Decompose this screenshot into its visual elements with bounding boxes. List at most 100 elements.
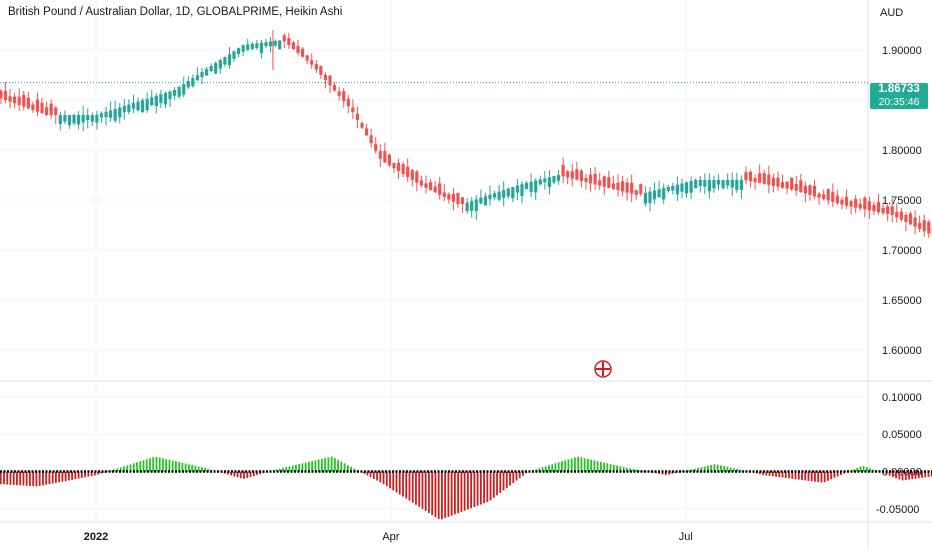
histogram-bar (464, 472, 466, 511)
candle (232, 51, 235, 59)
histogram-bar (182, 463, 184, 472)
histogram-bar (396, 472, 398, 493)
candle (228, 54, 231, 65)
candle (909, 213, 912, 224)
candle (795, 184, 798, 191)
candle (772, 178, 775, 186)
candle (443, 193, 446, 198)
histogram-bar (467, 472, 469, 510)
candle (607, 177, 610, 188)
candle (338, 91, 341, 95)
candle (635, 190, 638, 195)
candle (342, 91, 345, 101)
histogram-bar (3, 472, 5, 485)
candle (370, 135, 373, 143)
osc-y-tick-label: 0.10000 (882, 392, 922, 404)
y-tick-label: 1.70000 (882, 245, 922, 257)
candle (735, 180, 738, 190)
candle (493, 193, 496, 197)
candle (616, 183, 619, 191)
candle (383, 151, 386, 162)
candle (543, 178, 546, 182)
candle (831, 192, 834, 202)
histogram-bar (172, 461, 174, 472)
candle (328, 76, 331, 86)
candle (726, 180, 729, 185)
y-tick-label: 1.60000 (882, 345, 922, 357)
histogram-bar (29, 472, 31, 486)
candle (722, 180, 725, 188)
candle (799, 180, 802, 192)
candle (575, 169, 578, 180)
candle (420, 180, 423, 185)
histogram-bar (13, 472, 15, 485)
candle (886, 206, 889, 214)
candle (182, 84, 185, 94)
candle (132, 103, 135, 109)
histogram-bar (39, 472, 41, 486)
histogram-bar (402, 472, 404, 497)
candle (754, 178, 757, 182)
candle (502, 190, 505, 198)
candle (264, 42, 267, 46)
candle (150, 97, 153, 105)
candle (429, 182, 432, 190)
candle (164, 93, 167, 104)
candle (845, 197, 848, 206)
candle (397, 163, 400, 171)
candle (708, 180, 711, 191)
candle (415, 171, 418, 182)
osc-y-tick-label: 0.05000 (882, 429, 922, 441)
candle (648, 192, 651, 203)
candle (315, 64, 318, 70)
candle (296, 46, 299, 53)
histogram-bar (684, 471, 686, 472)
histogram-bar (285, 467, 287, 472)
candle (205, 69, 208, 75)
candle (584, 178, 587, 182)
candle (868, 201, 871, 210)
histogram-bar (470, 472, 472, 509)
candle (594, 174, 597, 185)
candle (219, 60, 222, 68)
candle (214, 63, 217, 73)
candle (168, 91, 171, 99)
candle (475, 199, 478, 211)
candle (557, 175, 560, 181)
candle (589, 175, 592, 184)
histogram-bar (412, 472, 414, 503)
histogram-bar (571, 458, 573, 471)
candle (146, 99, 149, 110)
histogram-bar (574, 457, 576, 471)
candle (644, 193, 647, 204)
histogram-bar (584, 458, 586, 471)
osc-y-tick-label: -0.05000 (876, 504, 919, 516)
last-price-value: 1.86733 (870, 83, 928, 96)
histogram-bar (422, 472, 424, 509)
candle (86, 115, 89, 120)
histogram-bar (178, 462, 180, 471)
candle (562, 165, 565, 176)
histogram-bar (169, 460, 171, 472)
candle (776, 178, 779, 187)
candle (356, 114, 359, 120)
candle (580, 171, 583, 181)
histogram-bar (405, 472, 407, 499)
histogram-bar (240, 472, 242, 479)
candle (534, 181, 537, 193)
histogram-bar (441, 472, 443, 520)
histogram-bar (415, 472, 417, 505)
histogram-bar (473, 472, 475, 507)
histogram-bar (824, 472, 826, 483)
histogram-bar (6, 472, 8, 485)
histogram-bar (399, 472, 401, 495)
candle (785, 181, 788, 188)
candle (717, 180, 720, 185)
candle (306, 55, 309, 60)
histogram-bar (386, 472, 388, 487)
candle (520, 184, 523, 196)
histogram-bar (0, 472, 2, 485)
candle (653, 190, 656, 199)
